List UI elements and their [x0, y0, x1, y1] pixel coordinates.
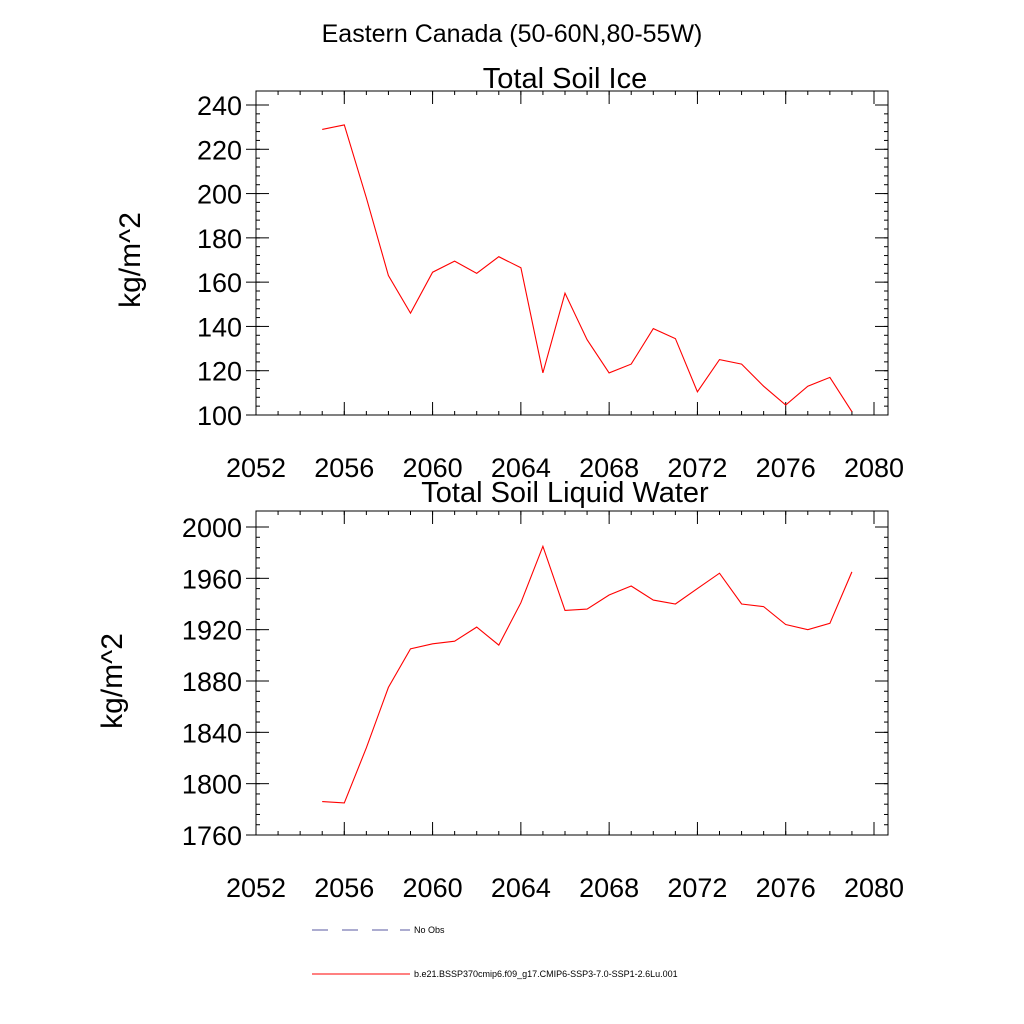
y-tick-label: 240 — [197, 91, 242, 121]
y-tick-label: 1840 — [182, 718, 242, 748]
y-tick-label: 140 — [197, 312, 242, 342]
y-tick-label: 220 — [197, 135, 242, 165]
y-tick-label: 1960 — [182, 564, 242, 594]
soil-ice-panel: 2052 2056 2060 2064 2068 2072 2076 2080 100 120 14… — [114, 63, 904, 483]
y-axis-label: kg/m^2 — [96, 633, 129, 729]
y-tick-label: 1880 — [182, 667, 242, 697]
plot-frame — [255, 90, 889, 416]
x-tick-label: 2052 — [226, 873, 286, 903]
y-tick-label: 2000 — [182, 513, 242, 543]
legend-obs-label: No Obs — [414, 925, 445, 935]
x-tick-label: 2064 — [491, 453, 551, 483]
x-tick-label: 2072 — [667, 873, 727, 903]
y-axis-label: kg/m^2 — [114, 212, 147, 308]
x-tick-label: 2056 — [314, 873, 374, 903]
x-tick-label: 2060 — [403, 453, 463, 483]
figure-title: Eastern Canada (50-60N,80-55W) — [322, 20, 703, 48]
y-tick-label: 1920 — [182, 616, 242, 646]
y-tick-label: 1800 — [182, 770, 242, 800]
panel-title: Total Soil Ice — [483, 63, 647, 95]
x-tick-label: 2076 — [756, 453, 816, 483]
series-line — [322, 124, 853, 412]
y-tick-label: 160 — [197, 268, 242, 298]
y-tick-label: 1760 — [182, 821, 242, 851]
x-tick-label: 2056 — [314, 453, 374, 483]
y-tick-label: 200 — [197, 180, 242, 210]
x-tick-label: 2060 — [403, 873, 463, 903]
x-tick-label: 2076 — [756, 873, 816, 903]
plot-frame — [255, 510, 889, 836]
series-line — [322, 544, 853, 804]
y-tick-label: 100 — [197, 401, 242, 431]
x-tick-label: 2080 — [844, 453, 904, 483]
x-tick-label: 2068 — [579, 453, 639, 483]
x-tick-label: 2072 — [667, 453, 727, 483]
x-tick-label: 2064 — [491, 873, 551, 903]
y-tick-label: 180 — [197, 224, 242, 254]
panel-title: Total Soil Liquid Water — [421, 477, 709, 509]
x-tick-label: 2052 — [226, 453, 286, 483]
x-tick-label: 2080 — [844, 873, 904, 903]
soil-liquid-water-panel: 2052 2056 2060 2064 2068 2072 2076 2080 1760 1800… — [96, 477, 904, 903]
legend: No Obs b.e21.BSSP370cmip6.f09_g17.CMIP6-… — [312, 925, 678, 979]
legend-model-label: b.e21.BSSP370cmip6.f09_g17.CMIP6-SSP3-7.… — [414, 969, 678, 979]
x-tick-label: 2068 — [579, 873, 639, 903]
y-tick-label: 120 — [197, 357, 242, 387]
